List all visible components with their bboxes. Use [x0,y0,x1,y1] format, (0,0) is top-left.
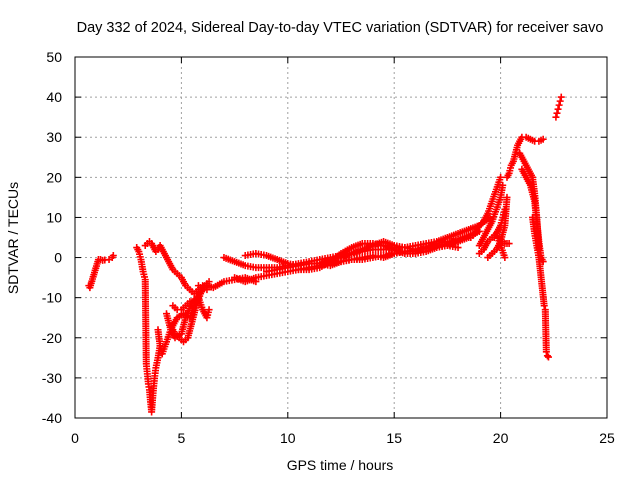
data-point [194,294,202,302]
series-track-rise-d [169,294,202,314]
data-point [205,306,213,314]
y-tick-label: -20 [42,330,62,346]
x-tick-label: 0 [71,430,79,446]
x-tick-label: 25 [599,430,615,446]
data-point [556,97,564,105]
y-tick-label: -40 [42,410,62,426]
series-track-evening-f [499,238,513,248]
data-point [252,278,260,286]
chart-title: Day 332 of 2024, Sidereal Day-to-day VTE… [77,20,604,36]
data-point [109,252,117,260]
y-tick-label: 50 [46,49,62,65]
data-point [555,101,563,109]
series-track-lower-left [194,274,260,294]
y-tick-label: 40 [46,89,62,105]
series-track-end [552,93,565,121]
x-tick-label: 15 [386,430,402,446]
series-track-mid-e [294,240,462,274]
data-point [557,93,565,101]
y-tick-label: -10 [42,290,62,306]
series-track-evening-b [475,181,507,250]
y-tick-label: 30 [46,129,62,145]
x-tick-label: 10 [280,430,296,446]
series-track-evening-e [490,205,509,241]
plot-frame [74,56,608,419]
data-point [503,193,511,201]
axis-layer: 0 5 10 15 20 25 -40 -30 -20 -10 0 10 20 30 40 50 [42,49,615,446]
series-track-evening-d [484,193,511,262]
series-track-dip [133,244,164,416]
x-tick-label: 20 [493,430,509,446]
series-track-early [85,252,117,292]
grid-layer [75,57,607,418]
y-tick-label: 0 [54,250,62,266]
data-point [540,302,548,310]
data-point [542,348,550,356]
data-point [554,105,562,113]
data-point [505,240,513,248]
data-point [501,205,509,213]
series-track-peak [503,133,547,181]
data-point [544,353,552,361]
data-point [497,173,505,181]
data-point [539,135,547,143]
data-point [499,181,507,189]
data-point [553,109,561,117]
series-track-evening-a [467,173,505,241]
y-tick-label: -30 [42,370,62,386]
data-point [552,113,560,121]
x-axis-label: GPS time / hours [287,457,394,473]
data-point [501,254,509,262]
data-point [543,352,551,360]
series-track-late [529,213,552,361]
y-axis-label: SDTVAR / TECUs [5,182,21,294]
y-tick-label: 20 [46,169,62,185]
data-layer [85,93,565,416]
y-tick-label: 10 [46,209,62,225]
data-point [454,244,462,252]
x-tick-label: 5 [178,430,186,446]
